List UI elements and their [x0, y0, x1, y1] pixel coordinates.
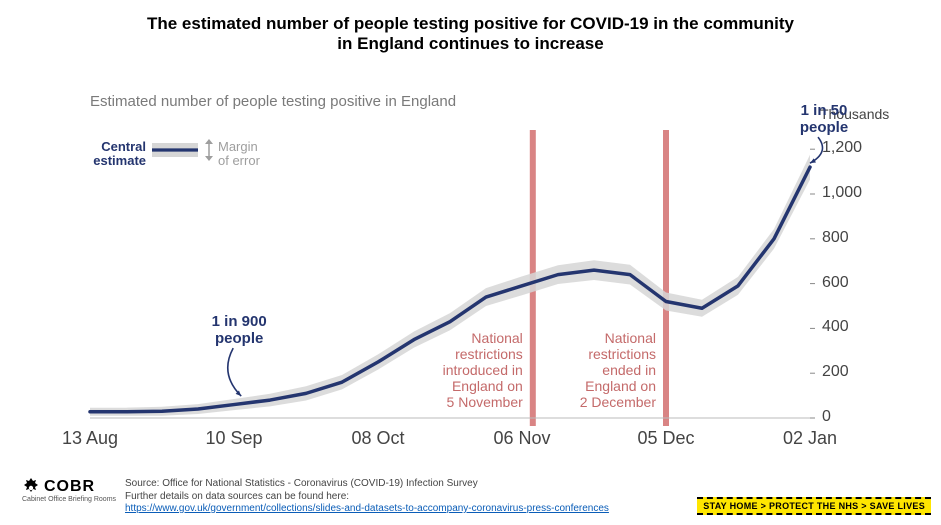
x-tick-label: 06 Nov [493, 428, 550, 449]
y-tick-label: 1,200 [822, 139, 862, 157]
x-tick-label: 05 Dec [637, 428, 694, 449]
annotation-label: 1 in 50people [784, 103, 864, 136]
restriction-label: Nationalrestrictionsended inEngland on2 … [548, 330, 656, 410]
stay-home-banner: STAY HOME > PROTECT THE NHS > SAVE LIVES [697, 497, 931, 515]
y-tick-label: 1,000 [822, 184, 862, 202]
restriction-label: Nationalrestrictionsintroduced inEngland… [415, 330, 523, 410]
annotation-label: 1 in 900people [199, 314, 279, 347]
x-tick-label: 10 Sep [205, 428, 262, 449]
y-tick-label: 800 [822, 229, 849, 247]
cobr-sub-label: Cabinet Office Briefing Rooms [22, 496, 116, 503]
footer-details: Further details on data sources can be f… [125, 491, 349, 502]
x-tick-label: 02 Jan [783, 428, 837, 449]
y-tick-label: 0 [822, 408, 831, 426]
footer-source: Source: Office for National Statistics -… [125, 478, 478, 489]
x-tick-label: 08 Oct [351, 428, 404, 449]
y-tick-label: 200 [822, 363, 849, 381]
cobr-label: COBR [44, 478, 95, 496]
footer-link[interactable]: https://www.gov.uk/government/collection… [125, 503, 609, 514]
y-tick-label: 400 [822, 318, 849, 336]
x-tick-label: 13 Aug [62, 428, 118, 449]
y-tick-label: 600 [822, 274, 849, 292]
